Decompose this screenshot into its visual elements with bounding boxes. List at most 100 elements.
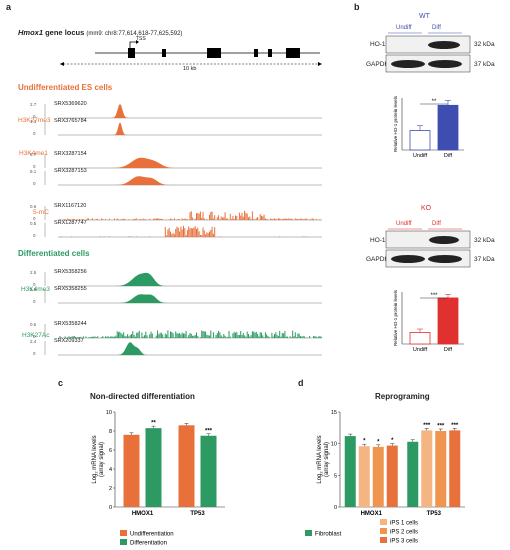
panel-label-c: c: [58, 378, 64, 388]
ko-col-diff: Diff: [432, 221, 441, 227]
bar: [358, 446, 370, 507]
bar: [178, 425, 195, 507]
significance-label: ***: [451, 423, 459, 429]
legend-label: iPS 1 cells: [390, 521, 418, 527]
y-tick-label: 10: [331, 442, 337, 448]
track-signal: [58, 176, 322, 185]
track-id-label: SRX3765784: [54, 118, 87, 124]
track-max-label: 0.6: [30, 204, 37, 209]
ko-size-ho1: 32 kDa: [474, 237, 495, 244]
significance-label: ***: [423, 423, 431, 429]
bar: [372, 446, 384, 507]
track-signal: [58, 294, 322, 303]
track-max-label: 1.3: [30, 287, 37, 292]
track-id-label: SRX5358255: [54, 286, 87, 292]
track-id-label: SRX1167120: [54, 203, 87, 209]
legend-label: Undifferentiation: [130, 532, 174, 538]
legend-label: Differentiation: [130, 541, 167, 547]
track-signal: [58, 157, 322, 168]
track-signal: [59, 330, 322, 338]
bar: [123, 434, 140, 507]
undiff-section-title: Undifferentiated ES cells: [18, 83, 113, 92]
track-id-label: SRX5358256: [54, 269, 87, 275]
track-zero-label: 0: [33, 216, 36, 221]
scale-label: 10 kb: [183, 66, 197, 72]
track-max-label: 2.5: [30, 270, 37, 275]
y-tick-label: 15: [331, 410, 337, 416]
bar: [407, 441, 419, 507]
chart-b-wt: Undiff Diff ** Relative HO-1 protein levels: [393, 95, 464, 159]
track-zero-label: 0: [33, 334, 36, 339]
track-max-label: 9.1: [30, 169, 37, 174]
wt-blot: [385, 32, 471, 73]
track-max-label: 9.7: [30, 152, 37, 157]
wt-row-ho1: HO-1: [370, 41, 386, 48]
track-zero-label: 0: [33, 164, 36, 169]
track-max-label: 1.1: [30, 119, 37, 124]
panel-label-a: a: [6, 2, 12, 12]
track-id-label: SRX5369620: [54, 101, 87, 107]
track-id-label: SRX3287153: [54, 168, 87, 174]
locus-coords: (mm9: chr8:77,614,618-77,625,592): [86, 31, 183, 37]
legend-swatch: [305, 530, 312, 536]
bar: [409, 332, 431, 345]
y-tick-label: 0: [109, 505, 112, 511]
y-tick-label: 5: [334, 473, 337, 479]
legend-label: iPS 2 cells: [390, 530, 418, 536]
chart-b-ko: Undiff Diff *** Relative HO-1 protein level…: [393, 289, 464, 353]
track-signal: [58, 272, 322, 286]
x-tick-label: Undiff: [413, 347, 428, 353]
x-tick-label: HMOX1: [132, 511, 154, 517]
y-axis-label: Relative HO-1 protein levels: [393, 289, 398, 346]
y-tick-label: 8: [109, 429, 112, 435]
bar: [145, 428, 162, 507]
bar: [344, 436, 356, 507]
legend-swatch: [380, 528, 387, 534]
wt-size-ho1: 32 kDa: [474, 41, 495, 48]
track-signal: [59, 210, 321, 220]
wt-row-gapdh: GAPDH: [366, 61, 390, 68]
significance-label: ***: [437, 424, 445, 430]
bar: [409, 130, 431, 151]
x-tick-label: TP53: [190, 511, 205, 517]
bar: [386, 445, 398, 507]
y-tick-label: 2: [109, 486, 112, 492]
bar: [437, 104, 459, 151]
x-tick-label: HMOX1: [361, 511, 383, 517]
diff-section-title: Differentiated cells: [18, 249, 90, 258]
bar: [421, 430, 433, 507]
track-signal: [58, 122, 322, 135]
y-tick-label: 0: [334, 505, 337, 511]
bar: [449, 430, 461, 507]
panel-b-graphics: Undiff Diff ** Relative HO-1 protein levels…: [385, 32, 471, 353]
panel-label-b: b: [354, 2, 360, 12]
y-axis-label-2: (array signal): [99, 442, 105, 477]
track-signal: [58, 342, 322, 355]
significance-label: *: [363, 439, 366, 445]
gene-suffix: gene locus: [43, 28, 85, 37]
track-signal: [60, 225, 307, 237]
tss-label: TSS: [136, 36, 146, 42]
legend-label: Fibroblast: [315, 532, 342, 538]
legend-label: iPS 3 cells: [390, 539, 418, 545]
bar: [435, 431, 447, 507]
gene-name: Hmox1: [18, 28, 44, 37]
wt-col-undiff: Undiff: [396, 25, 412, 31]
significance-label: *: [391, 438, 394, 444]
gene-model: [60, 40, 322, 66]
x-tick-label: Diff: [444, 153, 453, 159]
chart-d-title: Reprograming: [375, 392, 430, 401]
wt-size-gapdh: 37 kDa: [474, 61, 495, 68]
track-max-label: 2.7: [30, 102, 37, 107]
y-tick-label: 4: [109, 467, 112, 473]
track-zero-label: 0: [33, 131, 36, 136]
ko-blot: [385, 228, 471, 268]
significance-label: ***: [430, 293, 438, 299]
track-zero-label: 0: [33, 351, 36, 356]
y-axis-label: Log2 mRNA levels: [317, 435, 324, 483]
mark-label-h3k4me1: H3K4me1: [19, 150, 48, 157]
y-tick-label: 10: [106, 410, 112, 416]
mark-label-5mc: 5-mC: [33, 209, 49, 216]
mark-label-h3k4me3: H3K4me3: [21, 286, 50, 293]
